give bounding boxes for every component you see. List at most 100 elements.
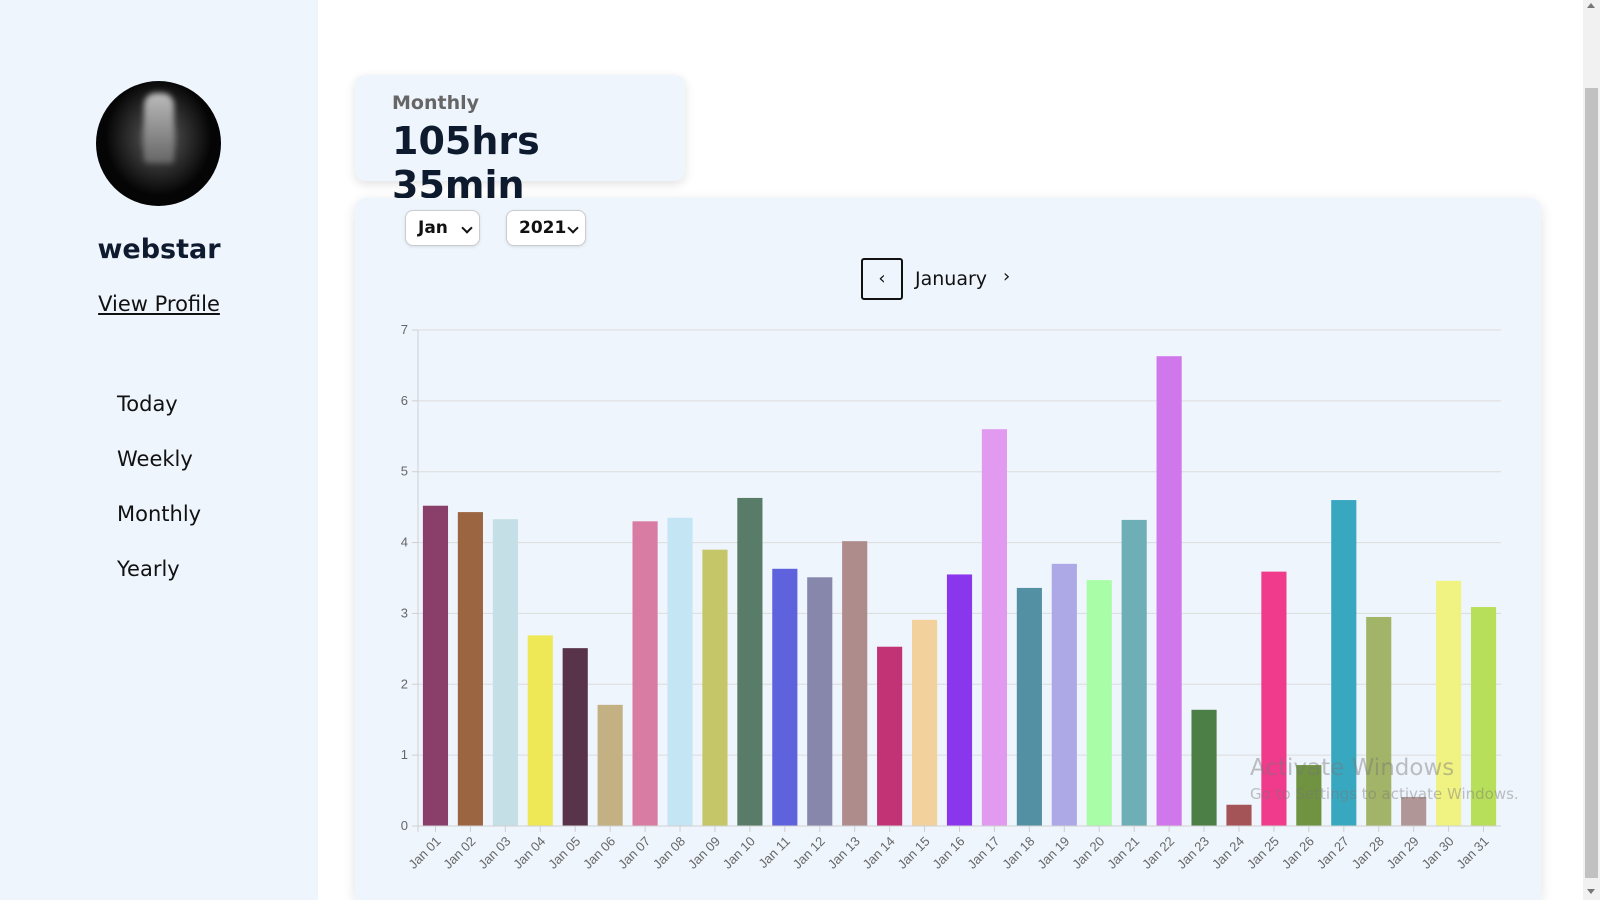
x-tick-label: Jan 04: [510, 834, 548, 872]
x-tick-label: Jan 01: [405, 834, 443, 872]
bar-jan-08: [667, 517, 693, 826]
x-tick-label: Jan 23: [1174, 834, 1212, 872]
bar-jan-30: [1436, 580, 1462, 826]
month-select-value: Jan: [418, 218, 448, 238]
x-tick-label: Jan 17: [964, 834, 1002, 872]
scroll-down-arrow-icon[interactable]: [1587, 889, 1595, 894]
bar-jan-31: [1470, 607, 1497, 826]
page-scrollbar[interactable]: [1583, 0, 1600, 900]
username: webstar: [97, 234, 221, 265]
sidebar-nav: Today Weekly Monthly Yearly: [117, 388, 201, 608]
y-tick-label: 5: [401, 464, 408, 479]
summary-card: Monthly 105hrs 35min: [355, 75, 685, 207]
bar-jan-20: [1086, 580, 1112, 826]
bar-jan-11: [772, 568, 798, 826]
x-tick-label: Jan 25: [1244, 834, 1282, 872]
x-tick-label: Jan 27: [1314, 834, 1352, 872]
bar-jan-03: [492, 519, 518, 826]
bar-jan-10: [737, 497, 763, 826]
x-tick-label: Jan 15: [894, 834, 932, 872]
x-tick-label: Jan 10: [720, 834, 758, 872]
nav-item-today[interactable]: Today: [117, 392, 178, 416]
year-select-value: 2021: [519, 218, 567, 238]
bar-jan-23: [1191, 709, 1217, 826]
x-tick-label: Jan 14: [860, 834, 898, 872]
prev-month-button[interactable]: ‹: [861, 258, 903, 300]
bar-jan-25: [1261, 571, 1287, 826]
x-tick-label: Jan 13: [825, 834, 863, 872]
x-tick-label: Jan 11: [755, 834, 793, 872]
bar-jan-24: [1226, 804, 1252, 826]
x-tick-label: Jan 12: [790, 834, 828, 872]
x-tick-label: Jan 20: [1069, 834, 1107, 872]
bar-jan-17: [981, 429, 1008, 826]
x-tick-label: Jan 22: [1139, 834, 1177, 872]
bar-jan-28: [1366, 616, 1392, 826]
current-month-label: January: [915, 268, 988, 290]
avatar[interactable]: [96, 81, 221, 206]
y-tick-label: 7: [401, 322, 408, 337]
x-tick-label: Jan 16: [929, 834, 967, 872]
bar-jan-09: [702, 549, 728, 826]
bar-jan-07: [632, 521, 658, 826]
chevron-down-icon: [461, 222, 473, 234]
y-tick-label: 6: [401, 393, 408, 408]
chevron-down-icon: [567, 222, 579, 234]
x-tick-label: Jan 07: [615, 834, 653, 872]
x-tick-label: Jan 09: [685, 834, 723, 872]
scroll-up-arrow-icon[interactable]: [1587, 3, 1595, 8]
x-tick-label: Jan 26: [1279, 834, 1317, 872]
bar-jan-21: [1121, 519, 1147, 826]
summary-value: 105hrs 35min: [392, 119, 540, 207]
y-tick-label: 0: [401, 818, 408, 833]
bar-jan-13: [842, 541, 868, 826]
y-tick-label: 4: [401, 535, 408, 550]
x-tick-label: Jan 05: [545, 834, 583, 872]
x-tick-label: Jan 03: [475, 834, 513, 872]
bar-jan-26: [1296, 765, 1322, 826]
bar-jan-04: [527, 635, 553, 826]
bar-jan-29: [1401, 796, 1427, 826]
y-tick-label: 3: [401, 605, 408, 620]
bar-jan-22: [1156, 356, 1182, 826]
bar-jan-01: [422, 505, 449, 826]
bar-jan-27: [1331, 500, 1357, 826]
view-profile-link[interactable]: View Profile: [98, 292, 220, 316]
chart-card: 0 1 2 3 4 5 6 7 Jan 01 Jan 02 Jan 03 Jan 04 Jan 05 Ja…: [355, 198, 1541, 900]
x-tick-label: Jan 08: [650, 834, 688, 872]
x-tick-label: Jan 31: [1453, 834, 1491, 872]
y-tick-label: 2: [401, 676, 408, 691]
nav-item-yearly[interactable]: Yearly: [117, 557, 180, 581]
month-select[interactable]: Jan: [405, 210, 480, 246]
sidebar: webstar View Profile Today Weekly Monthl…: [0, 0, 318, 900]
bar-jan-19: [1051, 563, 1077, 826]
x-tick-label: Jan 29: [1384, 834, 1422, 872]
x-tick-label: Jan 28: [1349, 834, 1387, 872]
x-tick-label: Jan 19: [1034, 834, 1072, 872]
x-tick-label: Jan 24: [1209, 834, 1247, 872]
bar-jan-14: [877, 646, 903, 826]
x-tick-label: Jan 06: [580, 834, 618, 872]
windows-watermark: Activate Windows Go to Settings to activ…: [1250, 755, 1519, 803]
bar-jan-02: [457, 512, 483, 826]
x-tick-label: Jan 02: [440, 834, 478, 872]
bar-jan-05: [562, 648, 588, 826]
chevron-right-icon: ›: [1003, 266, 1011, 287]
x-tick-label: Jan 18: [999, 834, 1037, 872]
watermark-title: Activate Windows: [1250, 755, 1455, 781]
bar-jan-18: [1016, 587, 1042, 826]
next-month-button[interactable]: ›: [1003, 266, 1010, 287]
x-tick-label: Jan 30: [1419, 834, 1457, 872]
bar-jan-12: [807, 577, 833, 826]
nav-item-monthly[interactable]: Monthly: [117, 502, 202, 526]
bar-jan-06: [597, 704, 623, 826]
year-select[interactable]: 2021: [506, 210, 586, 246]
nav-item-weekly[interactable]: Weekly: [117, 447, 193, 471]
chevron-left-icon: ‹: [878, 268, 886, 289]
summary-label: Monthly: [392, 92, 479, 114]
scrollbar-thumb[interactable]: [1585, 88, 1598, 878]
y-tick-label: 1: [401, 747, 408, 762]
watermark-subtitle: Go to Settings to activate Windows.: [1250, 785, 1519, 803]
bar-jan-15: [911, 619, 938, 826]
